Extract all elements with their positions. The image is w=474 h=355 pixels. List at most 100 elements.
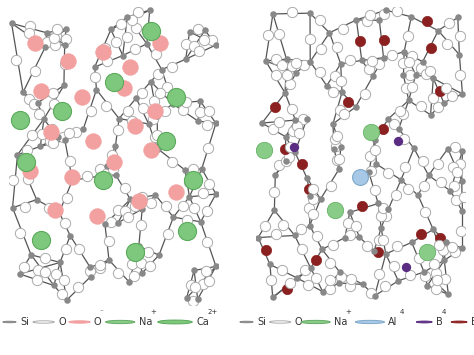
Point: [434, 162, 442, 167]
Point: [37, 237, 45, 242]
Point: [271, 104, 279, 110]
Point: [9, 205, 16, 211]
Point: [424, 283, 431, 288]
Point: [382, 251, 390, 257]
Point: [310, 211, 317, 217]
Point: [367, 290, 374, 295]
Point: [125, 279, 133, 285]
Point: [422, 71, 430, 77]
Point: [196, 98, 204, 104]
Point: [430, 261, 438, 267]
Point: [400, 72, 407, 78]
Point: [135, 244, 143, 249]
Point: [72, 129, 80, 135]
Point: [336, 269, 344, 275]
Point: [335, 156, 343, 162]
Point: [27, 168, 34, 174]
Point: [392, 192, 400, 198]
Point: [418, 65, 425, 71]
Point: [458, 178, 465, 184]
Point: [200, 190, 207, 195]
Point: [434, 104, 441, 109]
Point: [135, 198, 143, 204]
Point: [305, 205, 313, 211]
Point: [456, 52, 463, 58]
Point: [459, 148, 466, 153]
Point: [275, 163, 283, 168]
Point: [51, 42, 58, 48]
Point: [47, 130, 55, 135]
Circle shape: [69, 321, 90, 323]
Point: [19, 89, 27, 95]
Point: [151, 135, 159, 140]
Point: [164, 84, 171, 90]
Point: [31, 68, 39, 73]
Point: [437, 88, 444, 94]
Point: [401, 137, 408, 142]
Point: [365, 170, 373, 175]
Point: [270, 189, 277, 195]
Point: [319, 289, 327, 295]
Point: [190, 268, 198, 273]
Point: [339, 26, 347, 31]
Point: [27, 252, 35, 258]
Point: [60, 277, 68, 283]
Point: [300, 116, 307, 121]
Point: [399, 60, 407, 65]
Point: [139, 105, 147, 111]
Point: [48, 126, 56, 132]
Point: [363, 18, 371, 24]
Point: [202, 268, 210, 274]
Point: [114, 127, 122, 133]
Point: [283, 56, 290, 62]
Point: [162, 138, 170, 144]
Point: [449, 164, 457, 170]
Point: [331, 73, 339, 79]
Point: [127, 196, 134, 202]
Point: [382, 213, 390, 219]
Point: [292, 117, 299, 123]
Point: [291, 233, 299, 238]
Point: [143, 41, 151, 47]
Point: [432, 286, 440, 292]
Point: [300, 62, 308, 68]
Point: [429, 226, 437, 232]
Point: [267, 277, 274, 283]
Point: [38, 131, 46, 137]
Point: [22, 159, 30, 165]
Point: [366, 154, 374, 159]
Point: [180, 107, 187, 113]
Point: [337, 78, 345, 84]
Point: [412, 72, 419, 77]
Point: [114, 220, 122, 225]
Point: [80, 126, 87, 132]
Point: [138, 206, 146, 212]
Point: [317, 69, 324, 75]
Point: [96, 262, 103, 268]
Point: [86, 264, 94, 270]
Point: [33, 197, 40, 202]
Point: [419, 59, 427, 65]
Point: [289, 63, 296, 69]
Point: [68, 174, 76, 180]
Point: [59, 134, 66, 140]
Point: [301, 268, 309, 273]
Point: [420, 269, 428, 275]
Point: [425, 173, 432, 178]
Point: [75, 246, 82, 252]
Point: [266, 262, 273, 267]
Point: [91, 64, 99, 70]
Point: [182, 42, 190, 47]
Point: [405, 60, 413, 65]
Point: [401, 49, 408, 55]
Point: [269, 295, 276, 300]
Point: [456, 33, 464, 38]
Point: [62, 26, 70, 32]
Text: +: +: [346, 310, 351, 315]
Point: [379, 237, 386, 242]
Point: [442, 85, 450, 91]
Point: [404, 33, 411, 39]
Point: [103, 58, 110, 64]
Point: [275, 31, 283, 37]
Point: [61, 137, 69, 143]
